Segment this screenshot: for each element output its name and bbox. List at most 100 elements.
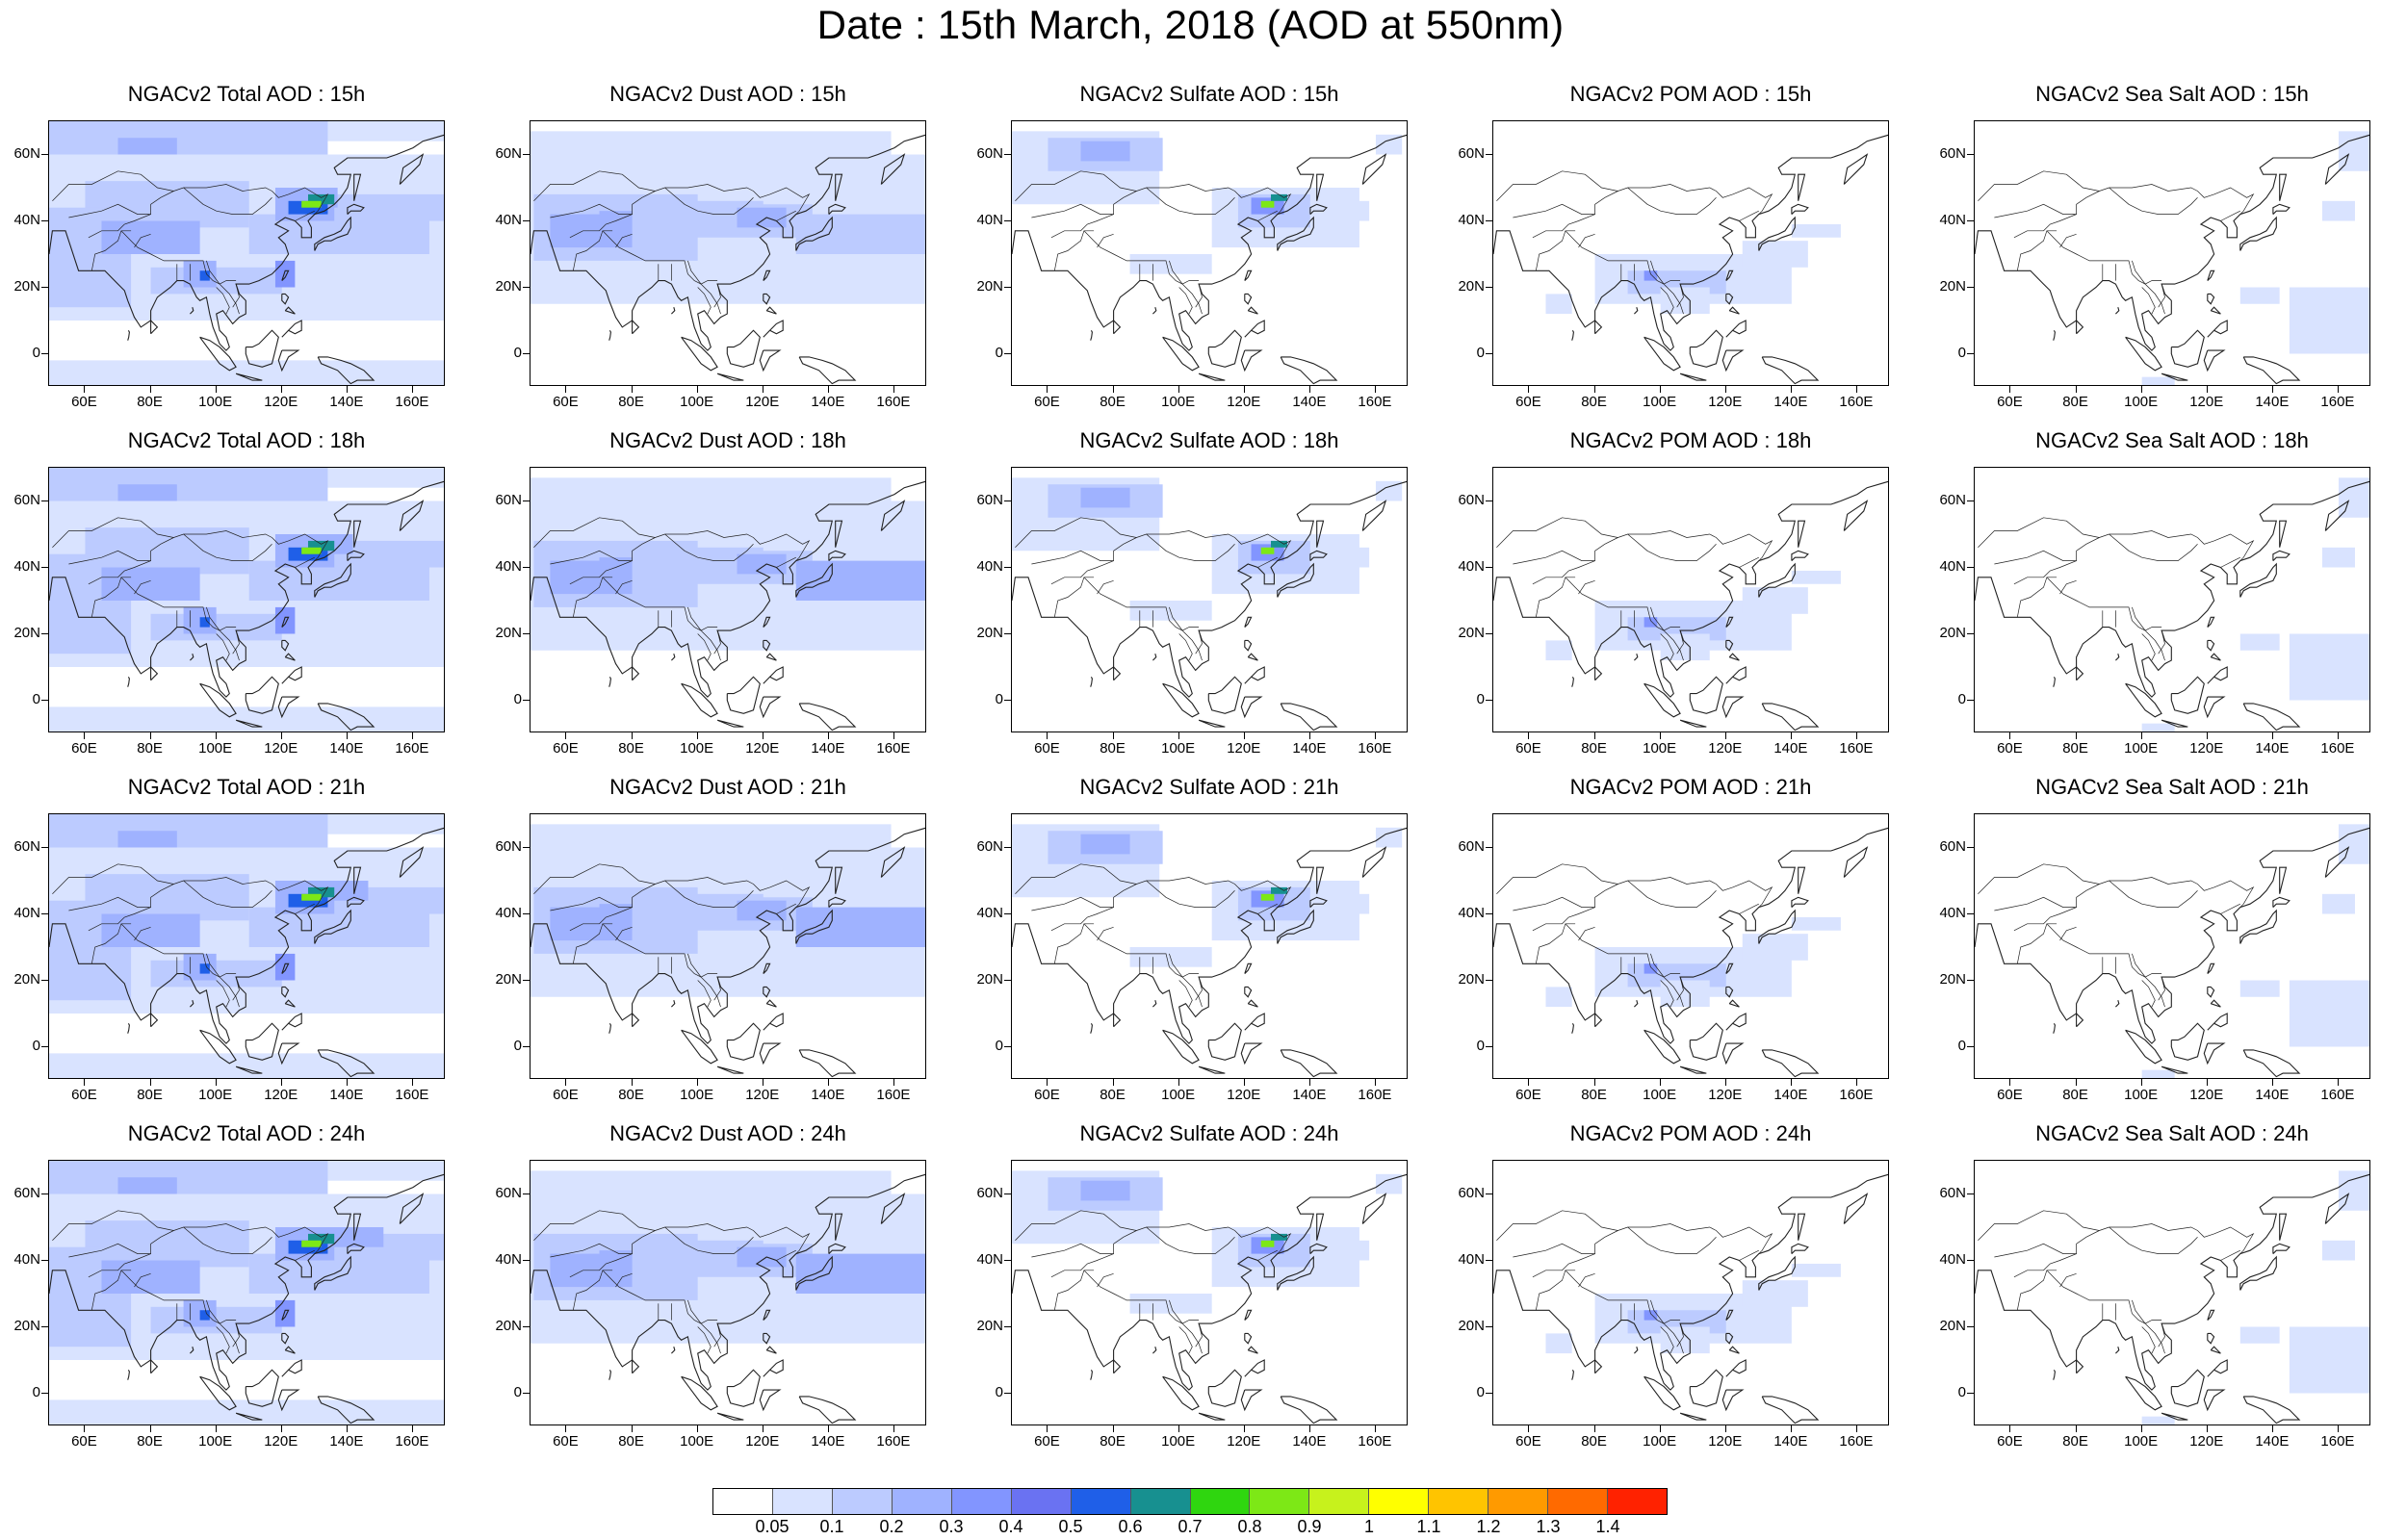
- x-tick-label: 60E: [1997, 740, 2023, 757]
- country-border: [183, 187, 272, 215]
- y-tick: [1004, 699, 1011, 701]
- country-border: [1535, 230, 1576, 271]
- y-tick-label: 60N: [1458, 837, 1485, 855]
- coastline: [1280, 1396, 1338, 1424]
- x-tick-label: 80E: [137, 740, 163, 757]
- coastline: [281, 1332, 290, 1345]
- coastline: [726, 1369, 761, 1407]
- country-border: [1050, 530, 1292, 585]
- x-tick: [280, 1425, 282, 1432]
- coastline: [2279, 173, 2288, 201]
- country-border: [91, 923, 132, 964]
- colorbar-label: 0.8: [1237, 1517, 1262, 1536]
- coastline: [284, 999, 296, 1008]
- coastline: [150, 665, 159, 681]
- x-tick: [2271, 732, 2273, 739]
- coastline: [671, 307, 676, 315]
- country-border: [134, 233, 151, 248]
- x-tick: [1528, 1425, 1530, 1432]
- x-tick-label: 120E: [745, 1433, 780, 1450]
- x-tick: [1374, 1425, 1376, 1432]
- y-tick: [1004, 1392, 1011, 1394]
- y-tick-label: 20N: [1458, 1317, 1485, 1334]
- coastline: [2207, 962, 2215, 974]
- coastline: [1758, 562, 1796, 598]
- y-tick-label: 40N: [13, 904, 40, 921]
- aod-shading: [1660, 1326, 1710, 1354]
- y-tick: [1004, 352, 1011, 354]
- map-panel: NGACv2 POM AOD : 18h 60N 40N 20N 0 60E 80E 100E…: [1458, 428, 1889, 757]
- country-border: [664, 533, 754, 561]
- coastline: [2076, 1358, 2084, 1374]
- coastline: [1113, 1358, 1122, 1374]
- country-border: [1178, 1326, 1193, 1354]
- country-border: [206, 606, 240, 661]
- x-tick-label: 140E: [811, 1433, 845, 1450]
- aod-shading: [2321, 893, 2355, 914]
- country-border: [68, 896, 151, 911]
- x-tick-label: 60E: [553, 740, 579, 757]
- coastline: [795, 1255, 833, 1291]
- map-plot-area: [530, 813, 926, 1079]
- colorbar-swatch: [1369, 1489, 1430, 1514]
- aod-shading: [1129, 254, 1212, 274]
- coastline: [235, 1065, 263, 1074]
- x-tick-label: 60E: [1515, 1433, 1541, 1450]
- x-tick: [893, 386, 894, 393]
- colorbar: [712, 1488, 1668, 1515]
- country-border: [1053, 577, 1095, 618]
- coastline: [49, 480, 444, 698]
- coastline: [2207, 666, 2228, 684]
- country-border: [2158, 630, 2165, 654]
- x-tick: [893, 732, 894, 739]
- y-tick-label: 20N: [1458, 624, 1485, 641]
- country-border: [295, 210, 315, 221]
- y-tick-label: 0: [32, 1383, 40, 1400]
- map-panel: NGACv2 Sea Salt AOD : 24h 60N 40N 20N 0 60E 80…: [1939, 1121, 2370, 1450]
- map-plot-area: [1011, 120, 1408, 386]
- panel-title: NGACv2 Dust AOD : 18h: [609, 428, 846, 452]
- coastline: [2239, 909, 2277, 944]
- aod-shading: [1080, 141, 1130, 162]
- map-plot-area: [1492, 467, 1889, 732]
- coastline: [1361, 1193, 1387, 1224]
- panel-title: NGACv2 Sea Salt AOD : 21h: [2035, 775, 2309, 799]
- coastline: [1725, 1332, 1734, 1345]
- x-tick-label: 120E: [264, 1087, 298, 1103]
- country-border: [206, 260, 240, 315]
- x-tick: [2337, 386, 2339, 393]
- y-tick-label: 20N: [976, 277, 1003, 295]
- aod-shading: [2289, 1326, 2369, 1394]
- figure-title: Date : 15th March, 2018 (AOD at 550nm): [816, 2, 1565, 47]
- aod-shading: [1129, 947, 1212, 967]
- coastline: [277, 696, 300, 719]
- coastline: [1090, 1023, 1093, 1034]
- coastline: [763, 1013, 784, 1031]
- coastline: [798, 1049, 857, 1078]
- country-border: [664, 1226, 754, 1254]
- x-tick: [215, 1079, 217, 1086]
- coastline: [716, 719, 744, 728]
- coastline: [1798, 173, 1806, 201]
- coastline: [632, 1012, 640, 1028]
- coastline: [399, 1193, 425, 1224]
- x-tick: [2337, 1425, 2339, 1432]
- x-tick-label: 120E: [2189, 740, 2224, 757]
- x-tick: [346, 386, 348, 393]
- coastline: [2279, 1213, 2288, 1241]
- aod-shading: [1545, 640, 1572, 661]
- coastline: [1244, 1359, 1265, 1377]
- x-tick-label: 120E: [2189, 1433, 2224, 1450]
- coastline: [1798, 866, 1806, 894]
- coastline: [314, 909, 351, 944]
- coastline: [281, 1013, 302, 1031]
- aod-shading: [2321, 547, 2355, 568]
- coastline: [1721, 696, 1745, 719]
- aod-shading: [1791, 916, 1841, 931]
- coastline: [763, 270, 771, 281]
- x-tick-label: 160E: [395, 1087, 429, 1103]
- coastline: [1725, 1309, 1734, 1321]
- map-panel: NGACv2 Sulfate AOD : 24h 60N 40N 20N 0 60E 80E…: [976, 1121, 1408, 1450]
- x-tick: [631, 386, 633, 393]
- y-tick: [1004, 632, 1011, 634]
